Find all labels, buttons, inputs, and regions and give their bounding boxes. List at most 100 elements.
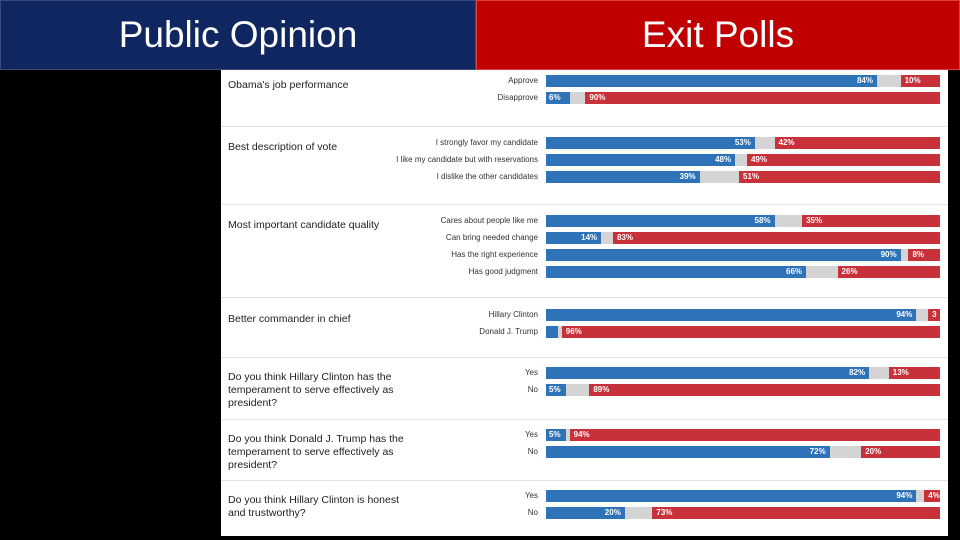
bar-row: 48% 49% [546, 154, 940, 166]
clinton-bar [546, 326, 558, 338]
question-title: Better commander in chief [228, 313, 351, 325]
trump-value-label: 94% [573, 430, 590, 439]
trump-value-label: 83% [616, 233, 633, 242]
trump-value-label: 51% [743, 172, 760, 181]
clinton-bar [546, 384, 566, 396]
answer-label: No [527, 508, 538, 517]
section-divider [221, 419, 948, 420]
trump-bar [928, 309, 940, 321]
clinton-bar [546, 309, 917, 321]
trump-bar [739, 171, 940, 183]
bar-row: 14% 83% [546, 232, 940, 244]
clinton-bar [546, 490, 917, 502]
trump-value-label: 89% [593, 385, 610, 394]
answer-label: Has good judgment [468, 267, 538, 276]
trump-bar [612, 232, 940, 244]
clinton-bar [546, 367, 870, 379]
bar-row: 94% 4% [546, 490, 940, 502]
answer-label: I like my candidate but with reservation… [396, 155, 538, 164]
bar-row: 84% 10% [546, 75, 940, 87]
clinton-value-label: 39% [679, 172, 696, 181]
trump-value-label: 10% [904, 76, 921, 85]
trump-bar [746, 154, 940, 166]
trump-bar [900, 75, 940, 87]
answer-label: Yes [524, 430, 538, 439]
trump-bar [861, 446, 940, 458]
clinton-value-label: 90% [880, 250, 897, 259]
bar-row: 72% 20% [546, 446, 940, 458]
answer-label: No [527, 385, 538, 394]
exit-poll-chart: Obama's job performance Approve 84% 10% Disa… [221, 70, 948, 536]
clinton-bar [546, 429, 566, 441]
answer-label: No [527, 447, 538, 456]
answer-label: Cares about people like me [440, 216, 538, 225]
clinton-value-label: 94% [896, 310, 913, 319]
bar-row: 20% 73% [546, 507, 940, 519]
bar-row: 82% 13% [546, 367, 940, 379]
clinton-bar [546, 266, 807, 278]
trump-bar [888, 367, 940, 379]
trump-value-label: 35% [806, 216, 823, 225]
clinton-bar [546, 171, 700, 183]
clinton-value-label: 84% [856, 76, 873, 85]
clinton-value-label: 66% [786, 267, 803, 276]
clinton-value-label: 20% [604, 508, 621, 517]
trump-bar [589, 384, 940, 396]
question-title: Most important candidate quality [228, 219, 380, 231]
answer-label: Approve [508, 76, 538, 85]
clinton-bar [546, 75, 877, 87]
clinton-bar [546, 215, 775, 227]
bar-row: 53% 42% [546, 137, 940, 149]
trump-bar [837, 266, 940, 278]
answer-label: Disapprove [497, 93, 538, 102]
clinton-value-label: 82% [849, 368, 866, 377]
answer-label: I strongly favor my candidate [435, 138, 538, 147]
answer-label: Has the right experience [451, 250, 538, 259]
public-opinion-title: Public Opinion [118, 14, 358, 55]
section-divider [221, 357, 948, 358]
question-title: Do you think Hillary Clinton has the tem… [228, 371, 394, 409]
answer-label: Yes [524, 491, 538, 500]
answer-label: Hillary Clinton [488, 310, 538, 319]
answer-label: I dislike the other candidates [436, 172, 538, 181]
trump-value-label: 26% [841, 267, 858, 276]
trump-value-label: 90% [589, 93, 606, 102]
bar-row: 58% 35% [546, 215, 940, 227]
bar-row: 39% 51% [546, 171, 940, 183]
trump-bar [908, 249, 940, 261]
exit-polls-title: Exit Polls [641, 14, 795, 55]
bar-row: 90% 8% [546, 249, 940, 261]
section-divider [221, 480, 948, 481]
clinton-bar [546, 137, 755, 149]
answer-label: Yes [524, 368, 538, 377]
trump-bar [924, 490, 940, 502]
clinton-value-label: 72% [809, 447, 826, 456]
trump-value-label: 13% [892, 368, 909, 377]
bar-row: 5% 89% [546, 384, 940, 396]
clinton-bar [546, 232, 602, 244]
clinton-value-label: 5% [549, 385, 561, 394]
clinton-value-label: 5% [549, 430, 561, 439]
clinton-bar [546, 446, 830, 458]
trump-value-label: 49% [750, 155, 767, 164]
trump-value-label: 3 [932, 310, 937, 319]
bar-row: 94% 3 [546, 309, 940, 321]
answer-label: Donald J. Trump [479, 327, 538, 336]
clinton-bar [546, 507, 625, 519]
clinton-bar [546, 154, 736, 166]
bar-row: 66% 26% [546, 266, 940, 278]
trump-bar [561, 326, 940, 338]
clinton-value-label: 94% [896, 491, 913, 500]
question-title: Do you think Donald J. Trump has the tem… [228, 433, 404, 471]
clinton-value-label: 6% [549, 93, 561, 102]
public-opinion-header: Public Opinion [0, 0, 476, 70]
trump-bar [569, 429, 940, 441]
section-divider [221, 126, 948, 127]
trump-bar [802, 215, 940, 227]
trump-value-label: 20% [865, 447, 882, 456]
trump-value-label: 73% [656, 508, 673, 517]
trump-bar [585, 92, 940, 104]
bar-row: 96% [546, 326, 940, 338]
question-title: Obama's job performance [228, 79, 349, 91]
clinton-value-label: 48% [715, 155, 732, 164]
